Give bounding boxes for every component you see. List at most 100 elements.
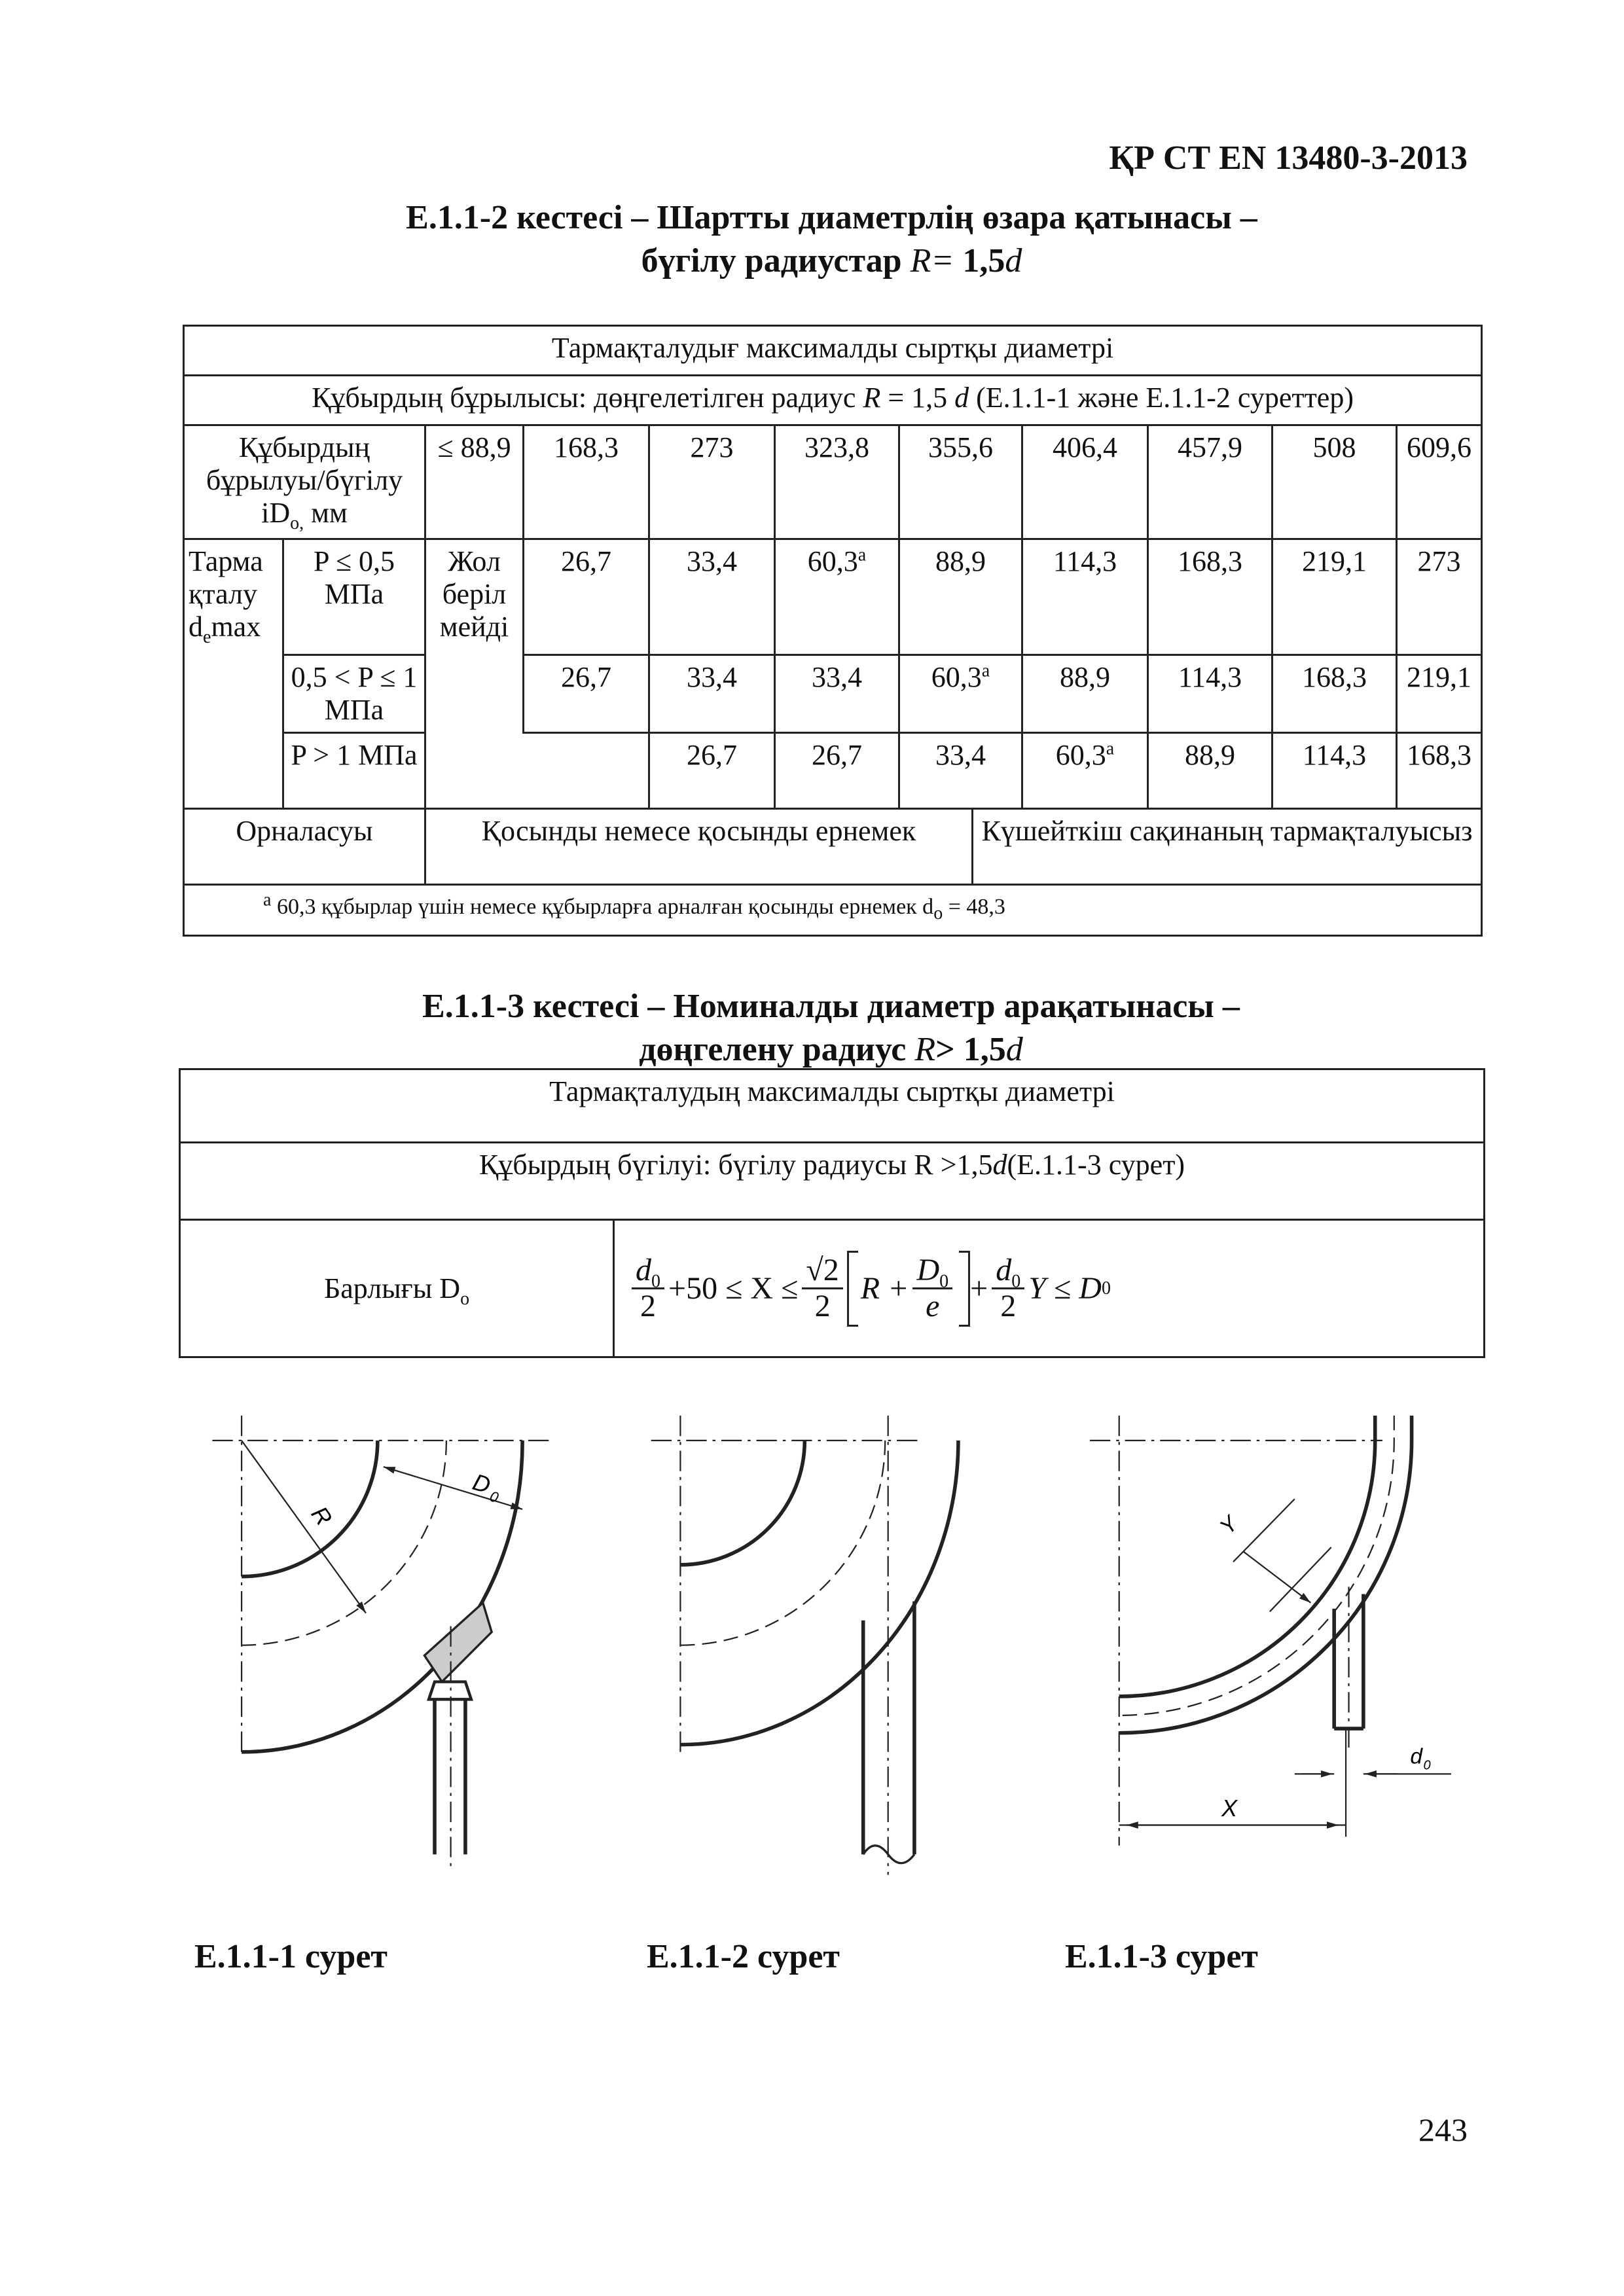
cell: Тармақталудың максималды сыртқы диаметрі: [178, 1068, 1486, 1143]
text: Құбырдың бүгілуі: бүгілу радиусы R >1,5: [478, 1149, 993, 1181]
cell: Барлығы Do: [179, 1219, 615, 1358]
subscript: o: [933, 903, 943, 924]
table: Тармақталудығ максималды сыртқы диаметрі…: [182, 325, 1483, 937]
value: 1,5: [962, 242, 1005, 279]
value: > 1,5: [935, 1031, 1006, 1068]
title-line: бүгілу радиустар R= 1,5d: [183, 240, 1481, 283]
subscript: e: [203, 626, 211, 647]
subscript: 0: [939, 1271, 949, 1292]
value: 114,3: [1302, 739, 1367, 771]
symbol: d: [954, 382, 969, 414]
cell: Құбырдың бұрылуы/бүгілу iDo, мм: [183, 424, 426, 540]
value: 114,3: [1178, 661, 1242, 693]
figure-label: X: [1221, 1795, 1238, 1821]
value: 33,4: [935, 739, 986, 771]
symbol: d: [636, 1253, 651, 1287]
cell: 273: [1395, 538, 1483, 656]
figure-2: [651, 1415, 960, 1875]
text: 60,3 құбырлар үшін немесе құбырларға арн…: [276, 895, 934, 919]
cell: 168,3: [1271, 654, 1398, 734]
text: = 1,5: [888, 382, 948, 414]
bracket: [959, 1250, 971, 1327]
value: 33,4: [687, 545, 737, 577]
note-mark: a: [1106, 738, 1115, 759]
table-title: Е.1.1-3 кестесі – Номиналды диаметр арақ…: [179, 985, 1483, 1071]
note-mark: a: [857, 545, 867, 565]
subscript: o: [460, 1288, 470, 1309]
cell: 406,4: [1021, 424, 1149, 540]
footnote-mark: a: [263, 889, 272, 910]
text: √2: [802, 1253, 843, 1289]
text: R +: [860, 1270, 909, 1306]
cell: Құбырдың бұрылысы: дөңгелетілген радиус …: [182, 374, 1483, 426]
text: мм: [311, 497, 348, 529]
cell: 33,4: [648, 538, 776, 656]
cell: 33,4: [774, 654, 900, 734]
cell: 33,4: [898, 732, 1023, 810]
cell: 88,9: [1021, 654, 1149, 734]
cell: 33,4: [648, 654, 776, 734]
cell: 114,3: [1021, 538, 1149, 656]
cell: Қосынды немесе қосынды ернемек: [424, 808, 973, 886]
title-line: дөңгелену радиус R> 1,5d: [179, 1028, 1483, 1071]
cell: 219,1: [1395, 654, 1483, 734]
fraction: d0 2: [632, 1253, 664, 1323]
table-title: Е.1.1-2 кестесі – Шартты диаметрлің өзар…: [183, 196, 1481, 283]
text: Құбырдың бұрылысы: дөңгелетілген радиус: [312, 382, 856, 414]
cell: 355,6: [898, 424, 1023, 540]
value: 26,7: [812, 739, 862, 771]
text: =: [931, 242, 954, 279]
cell: 168,3: [522, 424, 650, 540]
table: Тармақталудың максималды сыртқы диаметрі…: [178, 1068, 1486, 1358]
value: 60,3: [1055, 739, 1106, 771]
cell: 26,7: [648, 732, 776, 810]
figure-label: Y: [1216, 1511, 1244, 1539]
symbol: R: [910, 242, 931, 279]
figure-label: d: [1410, 1745, 1423, 1769]
cell: Тармақталудығ максималды сыртқы диаметрі: [182, 325, 1483, 376]
symbol: e: [926, 1289, 940, 1323]
value: 60,3: [931, 661, 982, 693]
symbol: d: [992, 1149, 1007, 1181]
text: Y ≤ D: [1028, 1270, 1102, 1306]
figure-label: R: [306, 1501, 338, 1530]
cell: 26,7: [522, 654, 650, 734]
value: 33,4: [687, 661, 737, 693]
text: Барлығы D: [323, 1272, 461, 1304]
value: 219,1: [1407, 661, 1472, 693]
symbol: d: [1005, 1031, 1023, 1068]
cell: 88,9: [898, 538, 1023, 656]
cell: 60,3a: [898, 654, 1023, 734]
cell: 114,3: [1271, 732, 1398, 810]
text: (Е.1.1-3 сурет): [1007, 1149, 1185, 1181]
bracket: [846, 1250, 858, 1327]
text: дөңгелену радиус: [639, 1031, 907, 1068]
cell: 26,7: [774, 732, 900, 810]
note-mark: a: [981, 660, 990, 681]
cell: [424, 732, 650, 810]
figure-label: 0: [488, 1488, 501, 1506]
value: 33,4: [812, 661, 862, 693]
cell: Орналасуы: [183, 808, 426, 886]
text: (Е.1.1-1 және Е.1.1-2 суреттер): [976, 382, 1354, 414]
value: 88,9: [1060, 661, 1110, 693]
cell: 508: [1271, 424, 1398, 540]
cell: 114,3: [1147, 654, 1273, 734]
text: Тарма қталу d: [189, 545, 263, 643]
fraction: D0 e: [912, 1253, 953, 1323]
fraction: d0 2: [992, 1253, 1025, 1323]
cell: 273: [648, 424, 776, 540]
cell: 323,8: [774, 424, 900, 540]
figure-caption: Е.1.1-1 сурет: [194, 1938, 388, 1975]
cell: Тарма қталу demax: [183, 538, 284, 810]
cell: 168,3: [1395, 732, 1483, 810]
cell: 609,6: [1395, 424, 1483, 540]
value: 168,3: [1407, 739, 1472, 771]
cell: 457,9: [1147, 424, 1273, 540]
value: 88,9: [1185, 739, 1235, 771]
value: 60,3: [807, 545, 858, 577]
text: max: [211, 611, 261, 643]
